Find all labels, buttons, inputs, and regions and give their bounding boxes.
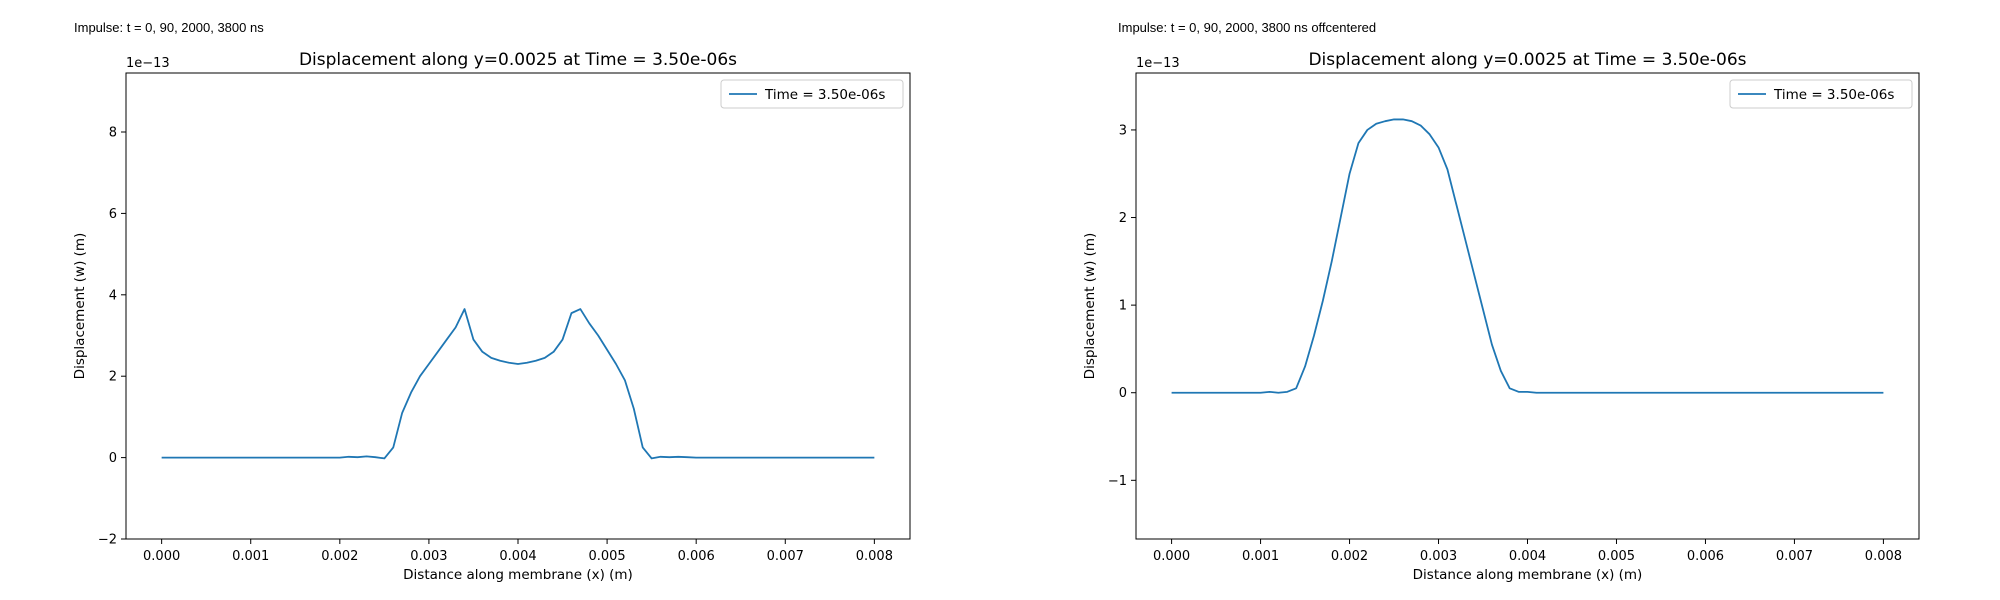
x-tick-label: 0.004	[1509, 549, 1546, 564]
y-tick-label: 2	[109, 370, 117, 385]
x-tick-label: 0.008	[1865, 549, 1902, 564]
x-tick-label: 0.004	[499, 549, 536, 564]
y-tick-label: 6	[109, 207, 117, 222]
legend-entry: Time = 3.50e-06s	[1773, 87, 1894, 103]
x-tick-label: 0.008	[856, 549, 893, 564]
chart-1: Displacement along y=0.0025 at Time = 3.…	[72, 50, 911, 583]
plot-frame	[125, 72, 911, 540]
x-tick-label: 0.002	[1331, 549, 1368, 564]
x-axis-label: Distance along membrane (x) (m)	[1413, 567, 1643, 583]
y-tick-label: 0	[1119, 386, 1127, 401]
y-tick-label: −2	[98, 533, 117, 548]
y-axis-label: Displacement (w) (m)	[72, 233, 88, 380]
caption-left: Impulse: t = 0, 90, 2000, 3800 ns	[74, 20, 264, 35]
y-offset-label: 1e−13	[1136, 56, 1180, 71]
chart-title: Displacement along y=0.0025 at Time = 3.…	[299, 50, 737, 70]
x-tick-label: 0.005	[588, 549, 625, 564]
x-tick-label: 0.007	[1776, 549, 1813, 564]
x-tick-label: 0.000	[143, 549, 180, 564]
x-tick-label: 0.001	[1242, 549, 1279, 564]
legend-entry: Time = 3.50e-06s	[764, 87, 885, 103]
y-tick-label: 1	[1119, 299, 1127, 314]
y-axis-label: Displacement (w) (m)	[1082, 233, 1098, 380]
chart-2: Displacement along y=0.0025 at Time = 3.…	[1082, 50, 1920, 583]
x-tick-label: 0.007	[767, 549, 804, 564]
legend-box	[1729, 79, 1913, 109]
x-tick-label: 0.003	[1420, 549, 1457, 564]
plot-frame	[1135, 72, 1920, 540]
x-tick-label: 0.006	[1687, 549, 1724, 564]
caption-right: Impulse: t = 0, 90, 2000, 3800 ns offcen…	[1118, 20, 1377, 35]
chart-title: Displacement along y=0.0025 at Time = 3.…	[1308, 50, 1746, 70]
x-tick-label: 0.001	[232, 549, 269, 564]
y-tick-label: 8	[109, 126, 117, 141]
x-tick-label: 0.005	[1598, 549, 1635, 564]
x-tick-label: 0.000	[1153, 549, 1190, 564]
y-tick-label: 4	[109, 288, 117, 303]
y-tick-label: 2	[1119, 211, 1127, 226]
legend-box	[720, 79, 904, 109]
series-line	[161, 308, 875, 460]
y-tick-label: 3	[1119, 123, 1127, 138]
y-tick-label: 0	[109, 451, 117, 466]
x-tick-label: 0.002	[321, 549, 358, 564]
y-tick-label: −1	[1108, 474, 1127, 489]
y-offset-label: 1e−13	[126, 56, 170, 71]
series-line	[1171, 118, 1884, 394]
x-axis-label: Distance along membrane (x) (m)	[403, 567, 633, 583]
x-tick-label: 0.006	[678, 549, 715, 564]
x-tick-label: 0.003	[410, 549, 447, 564]
